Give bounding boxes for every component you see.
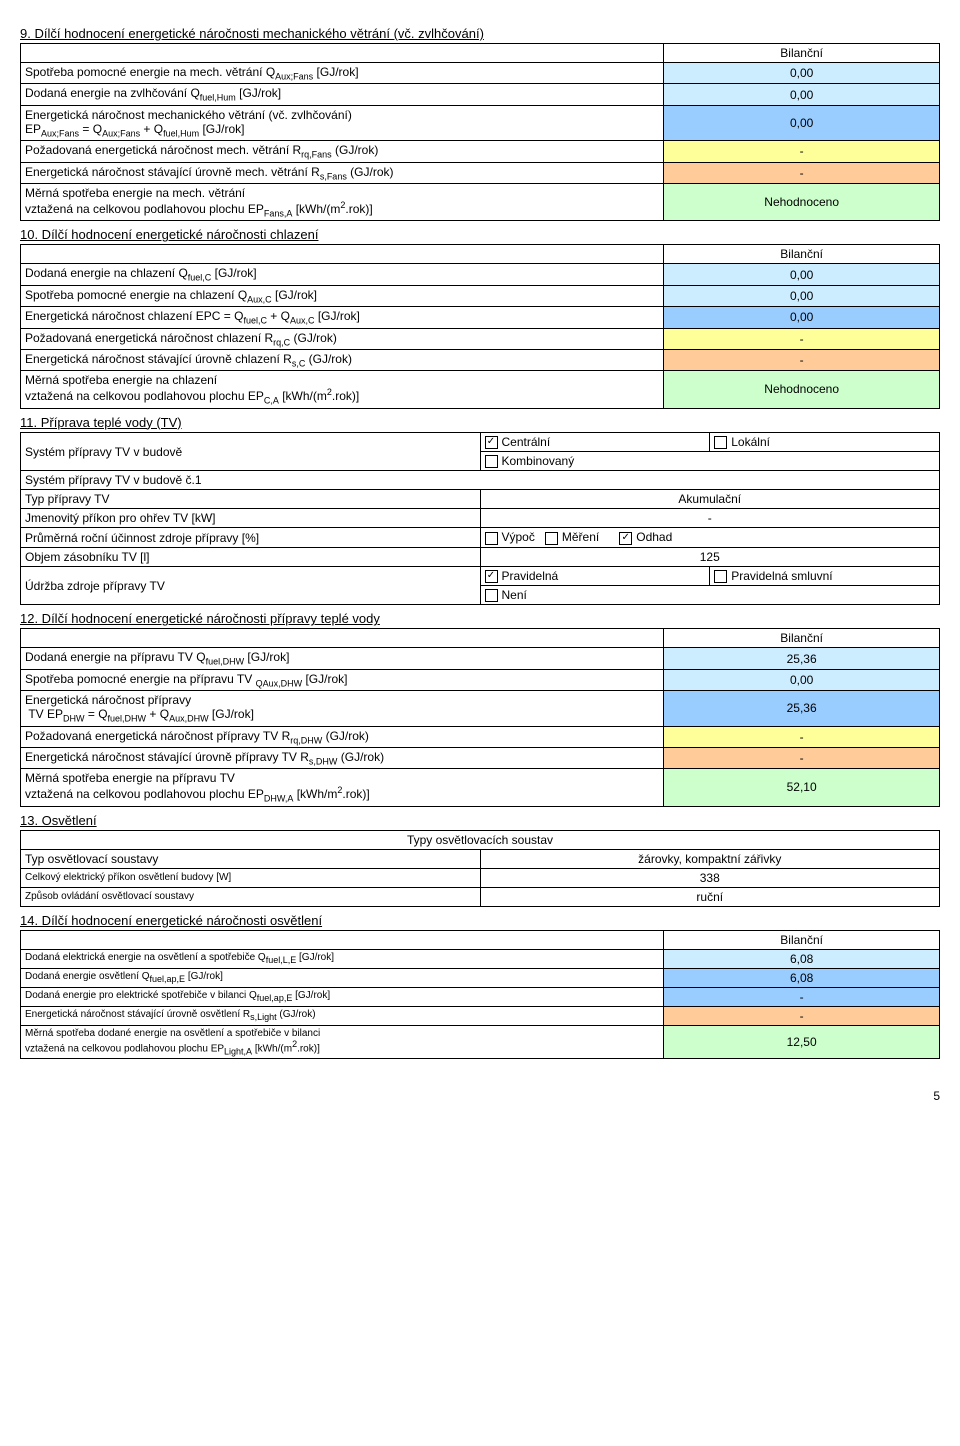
s10-r4-val: - — [664, 328, 940, 349]
s11-sub: Systém přípravy TV v budově č.1 — [21, 471, 940, 490]
s12-r5-label: Energetická náročnost stávající úrovně p… — [21, 747, 664, 768]
s12-r2-label: Spotřeba pomocné energie na přípravu TV … — [21, 669, 664, 690]
s10-r2-label: Spotřeba pomocné energie na chlazení QAu… — [21, 285, 664, 306]
checkbox-pravidelna: ✓ — [485, 570, 498, 583]
s11-r5-label: Objem zásobníku TV [l] — [21, 547, 481, 566]
section14-title: 14. Dílčí hodnocení energetické náročnos… — [20, 913, 940, 928]
s10-r1-val: 0,00 — [664, 264, 940, 285]
s12-r6-label: Měrná spotřeba energie na přípravu TVvzt… — [21, 769, 664, 806]
s11-r3-label: Jmenovitý příkon pro ohřev TV [kW] — [21, 509, 481, 528]
section10-table: Bilanční Dodaná energie na chlazení Qfue… — [20, 244, 940, 408]
section10-title: 10. Dílčí hodnocení energetické náročnos… — [20, 227, 940, 242]
opt-pravidelna: Pravidelná — [502, 569, 559, 583]
s11-r2-val: Akumulační — [480, 490, 940, 509]
section11-title: 11. Příprava teplé vody (TV) — [20, 415, 940, 430]
s9-r6-label: Měrná spotřeba energie na mech. větránív… — [21, 183, 664, 220]
section9-table: Bilanční Spotřeba pomocné energie na mec… — [20, 43, 940, 221]
s11-r1-label: Systém přípravy TV v budově — [21, 432, 481, 471]
s13-r1-val: žárovky, kompaktní zářivky — [480, 849, 940, 868]
section11-table: Systém přípravy TV v budově ✓ Centrální L… — [20, 432, 940, 606]
s9-r6-val: Nehodnoceno — [664, 183, 940, 220]
s9-r5-label: Energetická náročnost stávající úrovně m… — [21, 162, 664, 183]
s10-r2-val: 0,00 — [664, 285, 940, 306]
opt-local: Lokální — [731, 435, 770, 449]
s10-r6-label: Měrná spotřeba energie na chlazenívztaže… — [21, 371, 664, 408]
s9-r3-label: Energetická náročnost mechanického větrá… — [21, 105, 664, 140]
section13-table: Typy osvětlovacích soustav Typ osvětlova… — [20, 830, 940, 907]
checkbox-vypoc — [485, 532, 498, 545]
s10-r3-val: 0,00 — [664, 307, 940, 328]
s13-subtitle: Typy osvětlovacích soustav — [21, 830, 940, 849]
s12-r3-val: 25,36 — [664, 691, 940, 726]
checkbox-pravidelna-smluvni — [714, 570, 727, 583]
s10-r4-label: Požadovaná energetická náročnost chlazen… — [21, 328, 664, 349]
checkbox-combo — [485, 455, 498, 468]
s9-r1-label: Spotřeba pomocné energie na mech. větrán… — [21, 63, 664, 84]
s10-r6-val: Nehodnoceno — [664, 371, 940, 408]
s9-r4-val: - — [664, 141, 940, 162]
s12-r1-val: 25,36 — [664, 648, 940, 669]
s14-r1-val: 6,08 — [664, 949, 940, 968]
s11-r3-val: - — [480, 509, 940, 528]
s10-r1-label: Dodaná energie na chlazení Qfuel,C [GJ/r… — [21, 264, 664, 285]
s12-r5-val: - — [664, 747, 940, 768]
s12-r4-label: Požadovaná energetická náročnost příprav… — [21, 726, 664, 747]
s14-r4-val: - — [664, 1006, 940, 1025]
s14-r2-label: Dodaná energie osvětlení Qfuel,ap,E [GJ/… — [21, 968, 664, 987]
s13-r3-label: Způsob ovládání osvětlovací soustavy — [21, 887, 481, 906]
s13-r1-label: Typ osvětlovací soustavy — [21, 849, 481, 868]
s14-r5-val: 12,50 — [664, 1025, 940, 1058]
s12-r3-label: Energetická náročnost přípravy TV EPDHW … — [21, 691, 664, 726]
s13-r2-val: 338 — [480, 868, 940, 887]
s13-r3-val: ruční — [480, 887, 940, 906]
s10-r5-label: Energetická náročnost stávající úrovně c… — [21, 349, 664, 370]
s12-r6-val: 52,10 — [664, 769, 940, 806]
opt-neni: Není — [502, 588, 527, 602]
s9-r4-label: Požadovaná energetická náročnost mech. v… — [21, 141, 664, 162]
checkbox-neni — [485, 589, 498, 602]
checkbox-odhad: ✓ — [619, 532, 632, 545]
s10-r3-label: Energetická náročnost chlazení EPC = Qfu… — [21, 307, 664, 328]
s9-r2-val: 0,00 — [664, 84, 940, 105]
opt-central: Centrální — [502, 435, 551, 449]
s9-r1-val: 0,00 — [664, 63, 940, 84]
section14-table: Bilanční Dodaná elektrická energie na os… — [20, 930, 940, 1059]
s14-r5-label: Měrná spotřeba dodané energie na osvětle… — [21, 1025, 664, 1058]
s14-r3-label: Dodaná energie pro elektrické spotřebiče… — [21, 987, 664, 1006]
section13-title: 13. Osvětlení — [20, 813, 940, 828]
s11-r2-label: Typ přípravy TV — [21, 490, 481, 509]
opt-combo: Kombinovaný — [502, 454, 575, 468]
s9-r5-val: - — [664, 162, 940, 183]
s12-r4-val: - — [664, 726, 940, 747]
s9-r3-val: 0,00 — [664, 105, 940, 140]
section12-table: Bilanční Dodaná energie na přípravu TV Q… — [20, 628, 940, 806]
s14-r3-val: - — [664, 987, 940, 1006]
s13-r2-label: Celkový elektrický příkon osvětlení budo… — [21, 868, 481, 887]
s10-r5-val: - — [664, 349, 940, 370]
s14-r4-label: Energetická náročnost stávající úrovně o… — [21, 1006, 664, 1025]
s14-r1-label: Dodaná elektrická energie na osvětlení a… — [21, 949, 664, 968]
checkbox-central: ✓ — [485, 436, 498, 449]
section12-title: 12. Dílčí hodnocení energetické náročnos… — [20, 611, 940, 626]
s11-r6-label: Údržba zdroje přípravy TV — [21, 566, 481, 605]
opt-vypoc: Výpoč — [502, 530, 535, 544]
opt-mereni: Měření — [562, 530, 599, 544]
s14-r2-val: 6,08 — [664, 968, 940, 987]
s11-r5-val: 125 — [480, 547, 940, 566]
section9-title: 9. Dílčí hodnocení energetické náročnost… — [20, 26, 940, 41]
s14-col-header: Bilanční — [664, 930, 940, 949]
s9-r2-label: Dodaná energie na zvlhčování Qfuel,Hum [… — [21, 84, 664, 105]
s12-r2-val: 0,00 — [664, 669, 940, 690]
page-number: 5 — [20, 1089, 940, 1103]
s12-col-header: Bilanční — [664, 629, 940, 648]
col-header: Bilanční — [664, 44, 940, 63]
checkbox-local — [714, 436, 727, 449]
s11-r4-label: Průměrná roční účinnost zdroje přípravy … — [21, 528, 481, 547]
s12-r1-label: Dodaná energie na přípravu TV Qfuel,DHW … — [21, 648, 664, 669]
checkbox-mereni — [545, 532, 558, 545]
s10-col-header: Bilanční — [664, 245, 940, 264]
opt-prav-smluvni: Pravidelná smluvní — [731, 569, 832, 583]
opt-odhad: Odhad — [636, 530, 672, 544]
